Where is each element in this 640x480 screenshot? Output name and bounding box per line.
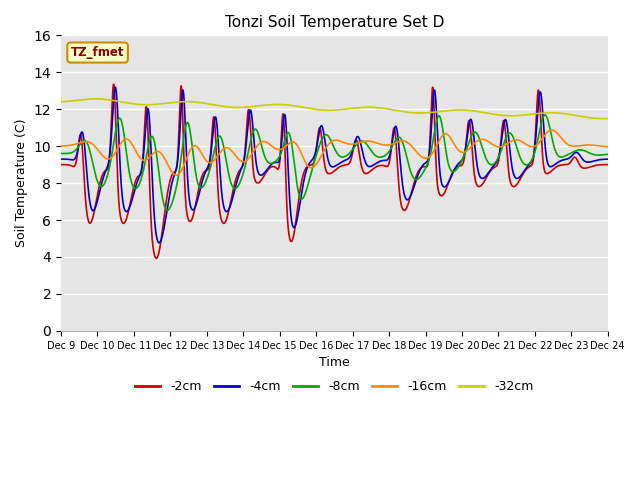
-2cm <box>241 153 248 159</box>
-8cm <box>166 205 173 211</box>
-4cm <box>540 121 547 127</box>
-4cm <box>180 89 188 95</box>
Legend: -2cm, -4cm, -8cm, -16cm, -32cm: -2cm, -4cm, -8cm, -16cm, -32cm <box>130 375 539 398</box>
Line: -16cm: -16cm <box>61 130 608 175</box>
-16cm <box>240 159 248 165</box>
-8cm <box>240 167 248 173</box>
-16cm <box>172 172 180 178</box>
-16cm <box>420 155 428 161</box>
Line: -2cm: -2cm <box>61 84 608 258</box>
-32cm <box>92 96 99 102</box>
-4cm <box>604 156 612 162</box>
-32cm <box>179 99 187 105</box>
-2cm <box>57 162 65 168</box>
-8cm <box>164 207 172 213</box>
Line: -32cm: -32cm <box>61 99 608 119</box>
-16cm <box>179 165 187 170</box>
-4cm <box>420 161 428 167</box>
-32cm <box>540 110 547 116</box>
-4cm <box>57 156 65 162</box>
-8cm <box>420 169 428 175</box>
-2cm <box>492 164 499 170</box>
-8cm <box>491 160 499 166</box>
-8cm <box>540 114 547 120</box>
Line: -8cm: -8cm <box>61 115 608 210</box>
-2cm <box>110 82 118 87</box>
-16cm <box>540 134 547 140</box>
-2cm <box>180 136 188 142</box>
-8cm <box>541 112 549 118</box>
Text: TZ_fmet: TZ_fmet <box>71 46 124 59</box>
X-axis label: Time: Time <box>319 356 350 369</box>
-4cm <box>241 154 248 160</box>
-16cm <box>491 143 499 149</box>
-8cm <box>604 152 612 157</box>
-8cm <box>57 151 65 156</box>
-32cm <box>491 111 499 117</box>
Y-axis label: Soil Temperature (C): Soil Temperature (C) <box>15 119 28 247</box>
-32cm <box>604 116 612 121</box>
-16cm <box>548 127 556 133</box>
-4cm <box>166 189 174 195</box>
-2cm <box>604 162 612 168</box>
-32cm <box>57 99 65 105</box>
-2cm <box>420 164 428 169</box>
-4cm <box>156 240 163 246</box>
-2cm <box>166 178 174 183</box>
-4cm <box>111 84 119 90</box>
-16cm <box>166 165 173 170</box>
-2cm <box>152 255 160 261</box>
-16cm <box>57 143 65 149</box>
-4cm <box>492 161 499 167</box>
-32cm <box>420 110 428 116</box>
-32cm <box>240 105 248 110</box>
-2cm <box>540 163 547 168</box>
-16cm <box>604 144 612 149</box>
Line: -4cm: -4cm <box>61 87 608 243</box>
Title: Tonzi Soil Temperature Set D: Tonzi Soil Temperature Set D <box>225 15 444 30</box>
-32cm <box>599 116 607 121</box>
-32cm <box>166 100 173 106</box>
-8cm <box>179 141 187 146</box>
